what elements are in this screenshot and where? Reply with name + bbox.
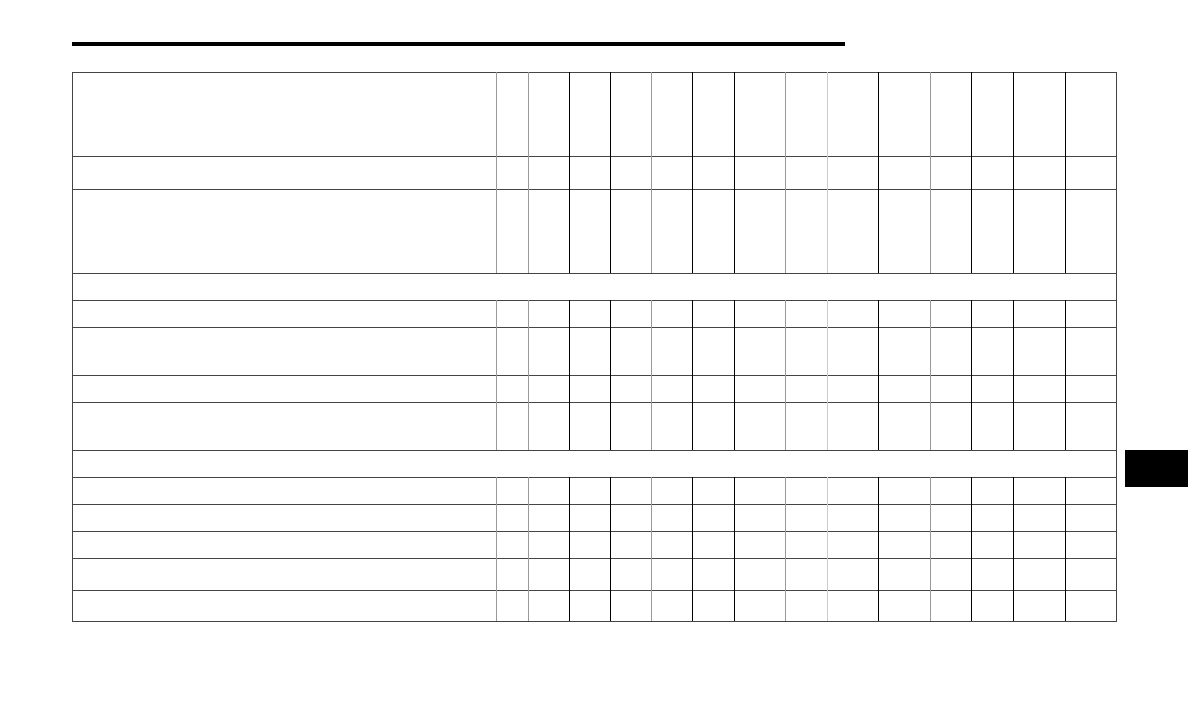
- table-column-line: [734, 477, 735, 621]
- table-row-line: [72, 273, 1117, 274]
- table-column-line: [569, 72, 570, 273]
- table-column-line: [528, 72, 529, 273]
- table-column-line: [930, 72, 931, 273]
- table-column-line: [971, 477, 972, 621]
- table-row-line: [72, 375, 1117, 376]
- section-tab: [1125, 450, 1188, 487]
- table-column-line: [692, 300, 693, 450]
- table-column-line: [528, 300, 529, 450]
- table-row-line: [72, 189, 1117, 190]
- table-column-line: [692, 72, 693, 273]
- table-column-line: [651, 477, 652, 621]
- table-column-line: [878, 477, 879, 621]
- table-column-line: [692, 477, 693, 621]
- table-column-line: [651, 72, 652, 273]
- table-row-line: [72, 590, 1117, 591]
- table-column-line: [610, 477, 611, 621]
- table-column-line: [971, 300, 972, 450]
- table-column-line: [734, 72, 735, 273]
- table-row-line: [72, 72, 1117, 73]
- table-row-line: [72, 477, 1117, 478]
- table-row-line: [72, 402, 1117, 403]
- table-column-line: [827, 72, 828, 273]
- table-column-line: [930, 477, 931, 621]
- table-column-line: [785, 72, 786, 273]
- table-row-line: [72, 450, 1117, 451]
- table-column-line: [651, 300, 652, 450]
- table-column-line: [971, 72, 972, 273]
- table-column-line: [878, 300, 879, 450]
- table-column-line: [930, 300, 931, 450]
- table-row-line: [72, 531, 1117, 532]
- table-column-line: [827, 300, 828, 450]
- table-column-line: [496, 300, 497, 450]
- table-column-line: [496, 477, 497, 621]
- table-column-line: [878, 72, 879, 273]
- table-row-line: [72, 558, 1117, 559]
- table-column-line: [1065, 300, 1066, 450]
- table-row-line: [72, 504, 1117, 505]
- table-column-line: [569, 477, 570, 621]
- table-border: [72, 72, 73, 621]
- table-column-line: [785, 477, 786, 621]
- header-rule: [72, 42, 845, 46]
- table-column-line: [496, 72, 497, 273]
- table-row-line: [72, 300, 1117, 301]
- table-row-line: [72, 156, 1117, 157]
- table-column-line: [610, 72, 611, 273]
- table-border: [1116, 72, 1117, 621]
- table-column-line: [734, 300, 735, 450]
- table-row-line: [72, 327, 1117, 328]
- table-column-line: [785, 300, 786, 450]
- table-column-line: [610, 300, 611, 450]
- table-column-line: [569, 300, 570, 450]
- table-column-line: [1065, 477, 1066, 621]
- table-column-line: [1013, 72, 1014, 273]
- table-column-line: [528, 477, 529, 621]
- table-column-line: [1013, 477, 1014, 621]
- table-row-line: [72, 621, 1117, 622]
- table-column-line: [1065, 72, 1066, 273]
- table-column-line: [827, 477, 828, 621]
- table-column-line: [1013, 300, 1014, 450]
